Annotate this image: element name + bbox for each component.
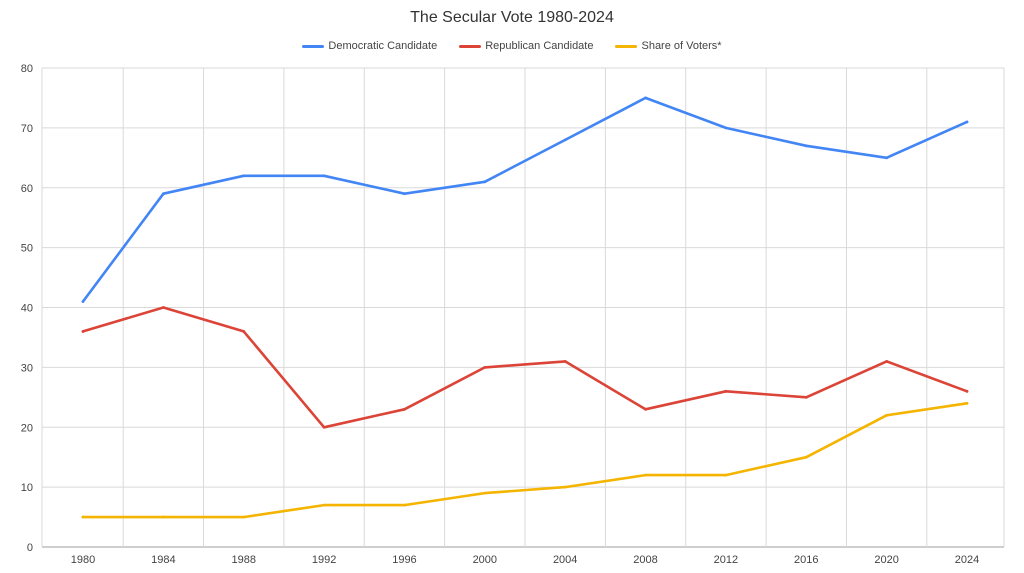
y-tick-label: 20: [21, 422, 33, 434]
data-point-democratic: [965, 120, 969, 124]
data-point-republican: [804, 395, 808, 399]
x-tick-label: 2000: [473, 554, 497, 566]
y-tick-label: 80: [21, 63, 33, 75]
series-line-share: [81, 401, 969, 519]
data-point-republican: [965, 389, 969, 393]
legend-swatch-share: [615, 44, 638, 48]
data-point-share: [804, 455, 808, 459]
series-line-democratic: [81, 96, 969, 303]
y-tick-label: 60: [21, 183, 33, 195]
legend: Democratic Candidate Republican Candidat…: [0, 40, 1024, 52]
legend-label-democratic: Democratic Candidate: [328, 40, 438, 52]
x-tick-label: 2016: [794, 554, 818, 566]
data-point-share: [724, 473, 728, 477]
data-point-republican: [161, 306, 165, 309]
data-point-republican: [724, 389, 728, 393]
data-point-democratic: [804, 144, 808, 148]
legend-item-republican[interactable]: Republican Candidate: [459, 40, 593, 52]
data-point-republican: [483, 365, 487, 369]
x-tick-label: 2020: [874, 554, 898, 566]
data-point-democratic: [724, 126, 728, 130]
legend-label-republican: Republican Candidate: [485, 40, 594, 52]
data-point-share: [965, 401, 969, 405]
data-point-democratic: [885, 156, 889, 160]
y-tick-label: 10: [21, 482, 33, 494]
data-point-share: [242, 515, 246, 519]
x-tick-label: 1980: [71, 554, 95, 566]
x-tick-label: 1996: [392, 554, 416, 566]
legend-item-democratic[interactable]: Democratic Candidate: [302, 40, 437, 52]
legend-swatch-republican: [459, 44, 482, 48]
x-tick-label: 1984: [151, 554, 175, 566]
data-point-democratic: [644, 96, 647, 100]
chart-title: The Secular Vote 1980-2024: [410, 9, 614, 26]
legend-item-share[interactable]: Share of Voters*: [615, 40, 722, 52]
data-point-republican: [322, 425, 326, 429]
data-point-republican: [242, 330, 246, 333]
legend-swatch-democratic: [302, 44, 325, 48]
data-point-democratic: [403, 192, 406, 196]
data-point-share: [322, 503, 326, 507]
x-tick-label: 2004: [553, 554, 577, 566]
data-point-share: [644, 473, 647, 477]
x-tick-label: 2012: [714, 554, 738, 566]
data-point-democratic: [81, 300, 85, 303]
data-point-share: [885, 413, 889, 417]
y-tick-label: 40: [21, 303, 33, 315]
x-tick-label: 2024: [955, 554, 979, 566]
data-point-democratic: [161, 192, 165, 196]
y-tick-label: 30: [21, 362, 33, 374]
data-point-republican: [81, 330, 85, 333]
series-line-republican: [81, 306, 969, 429]
data-point-share: [161, 515, 165, 519]
x-tick-label: 2008: [633, 554, 657, 566]
y-tick-label: 50: [21, 243, 33, 255]
data-point-share: [403, 503, 406, 507]
data-point-share: [81, 515, 85, 519]
legend-label-share: Share of Voters*: [641, 40, 722, 52]
data-point-republican: [885, 359, 889, 363]
data-point-share: [483, 491, 487, 495]
data-point-share: [563, 485, 567, 489]
data-point-democratic: [242, 174, 246, 178]
x-tick-label: 1992: [312, 554, 336, 566]
x-tick-label: 1988: [231, 554, 255, 566]
data-point-republican: [563, 359, 567, 363]
data-point-republican: [403, 407, 406, 411]
data-point-republican: [644, 407, 647, 411]
data-point-democratic: [483, 180, 487, 184]
data-point-democratic: [322, 174, 326, 178]
y-tick-label: 70: [21, 123, 33, 135]
y-tick-label: 0: [27, 542, 33, 554]
data-point-democratic: [563, 138, 567, 142]
